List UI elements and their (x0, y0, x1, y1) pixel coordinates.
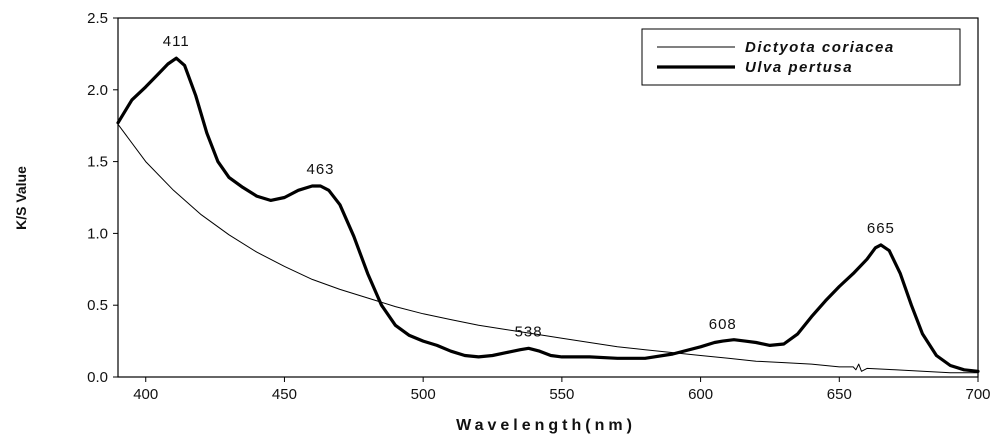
x-tick-label: 600 (688, 386, 713, 403)
series-line-ulva-pertusa (116, 56, 980, 373)
y-tick-label: 0.5 (87, 297, 108, 314)
peak-label: 411 (163, 33, 190, 50)
peak-annotations: 411 463 538 608 665 (163, 33, 895, 340)
x-tick-label: 550 (549, 386, 574, 403)
x-tick-label: 700 (965, 386, 990, 403)
legend-box (641, 28, 961, 86)
legend-label-dictyota-coriacea: Dictyota coriacea (745, 39, 895, 56)
x-axis-ticks: 400 450 500 550 600 650 700 (133, 377, 991, 403)
peak-label: 463 (307, 161, 335, 178)
y-axis-ticks: 0.0 0.5 1.0 1.5 2.0 2.5 (87, 10, 118, 386)
x-tick-label: 650 (827, 386, 852, 403)
x-tick-label: 450 (272, 386, 297, 403)
peak-label: 665 (867, 220, 895, 237)
y-tick-label: 0.0 (87, 369, 108, 386)
x-tick-label: 500 (411, 386, 436, 403)
y-tick-label: 2.0 (87, 82, 108, 99)
peak-label: 538 (515, 323, 543, 340)
y-axis-title: K/S Value (13, 166, 29, 230)
plot-frame (117, 17, 979, 378)
legend: Dictyota coriacea Ulva pertusa (641, 28, 961, 86)
series-line-dictyota-coriacea (117, 123, 979, 374)
series-layer (116, 56, 980, 374)
x-tick-label: 400 (133, 386, 158, 403)
legend-label-ulva-pertusa: Ulva pertusa (745, 59, 853, 76)
y-tick-label: 2.5 (87, 10, 108, 27)
y-tick-label: 1.0 (87, 225, 108, 242)
x-axis-title: Wavelength(nm) (456, 417, 636, 434)
y-tick-label: 1.5 (87, 154, 108, 171)
peak-label: 608 (709, 316, 737, 333)
